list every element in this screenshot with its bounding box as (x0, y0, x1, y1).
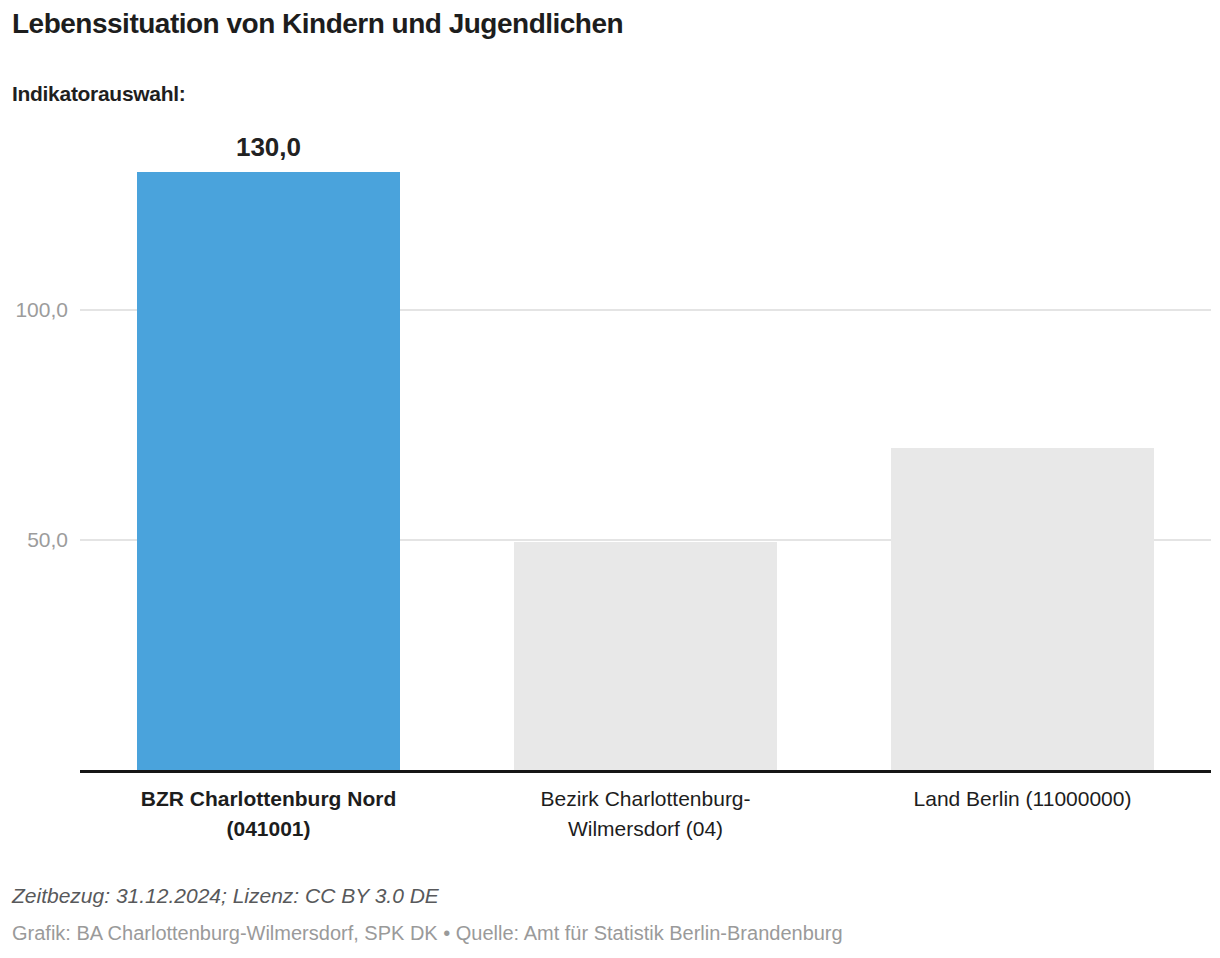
bar-group (457, 120, 834, 770)
x-axis: BZR Charlottenburg Nord (041001)Bezirk C… (80, 784, 1211, 854)
bar-group: 130,0 (80, 120, 457, 770)
plot-area: 130,0 (80, 120, 1211, 773)
y-tick-label: 100,0 (0, 297, 68, 323)
bar-group (834, 120, 1211, 770)
y-tick-label: 50,0 (0, 527, 68, 553)
bar-value-label: 130,0 (80, 132, 457, 163)
x-axis-label: BZR Charlottenburg Nord (041001) (80, 784, 457, 844)
footer-timeref-license: Zeitbezug: 31.12.2024; Lizenz: CC BY 3.0… (12, 884, 439, 908)
bar-muted (891, 448, 1155, 770)
x-axis-label: Bezirk Charlottenburg- Wilmersdorf (04) (457, 784, 834, 844)
bar-muted (514, 542, 778, 770)
x-axis-label: Land Berlin (11000000) (834, 784, 1211, 814)
page-title: Lebenssituation von Kindern und Jugendli… (12, 8, 623, 40)
chart-page: Lebenssituation von Kindern und Jugendli… (0, 0, 1220, 958)
bar-highlighted (137, 172, 401, 770)
footer-source-credit: Grafik: BA Charlottenburg-Wilmersdorf, S… (12, 922, 843, 945)
y-axis: 50,0 100,0 (0, 120, 68, 770)
indicator-selection-label: Indikatorauswahl: (12, 82, 185, 106)
